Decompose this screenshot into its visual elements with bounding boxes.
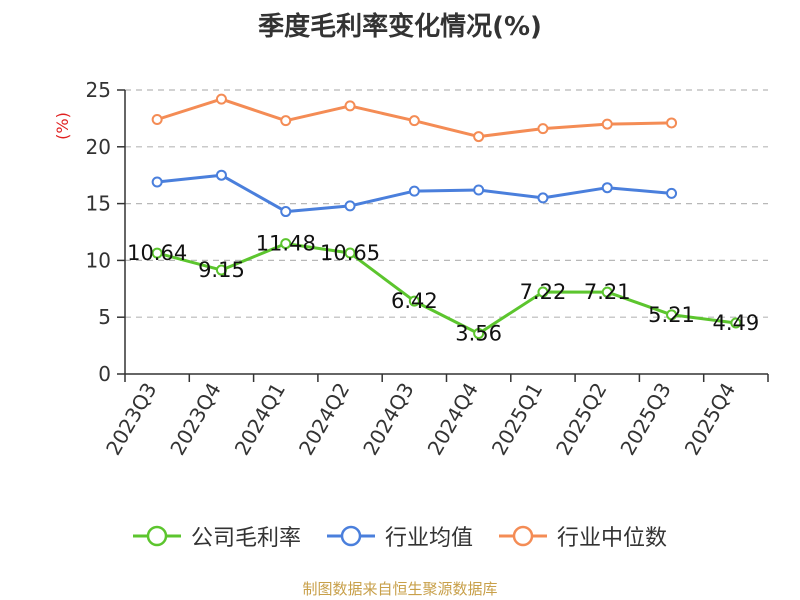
data-point: [151, 176, 163, 188]
data-point: [408, 115, 420, 127]
legend-label: 行业中位数: [557, 526, 668, 551]
legend-item[interactable]: 行业中位数: [499, 520, 667, 552]
data-point: [601, 118, 613, 130]
data-point: [344, 247, 356, 259]
y-tick-label: 5: [98, 305, 111, 329]
data-point: [666, 117, 678, 129]
data-point: [344, 200, 356, 212]
data-point: [344, 100, 356, 112]
data-point: [537, 192, 549, 204]
legend-label: 行业均值: [384, 526, 473, 551]
data-point: [215, 264, 227, 276]
legend: 公司毛利率 行业均值 行业中位数: [0, 520, 800, 552]
data-point: [215, 93, 227, 105]
y-tick-label: 20: [86, 135, 111, 159]
x-tick-label: 2023Q4: [165, 379, 225, 460]
legend-item[interactable]: 公司毛利率: [132, 520, 301, 552]
data-label: 4.49: [712, 311, 759, 335]
x-tick-label: 2025Q3: [615, 379, 675, 460]
data-label: 10.65: [320, 241, 380, 265]
legend-swatch-icon: [132, 525, 181, 547]
data-point: [280, 206, 292, 218]
data-point: [151, 114, 163, 126]
data-point: [537, 123, 549, 135]
data-label: 9.15: [198, 258, 245, 282]
x-tick-label: 2023Q3: [101, 379, 161, 460]
y-tick-label: 0: [98, 362, 111, 386]
data-label: 10.64: [127, 241, 187, 265]
legend-swatch-icon: [326, 525, 375, 547]
data-point: [473, 328, 485, 340]
x-tick-label: 2024Q1: [230, 379, 290, 460]
legend-label: 公司毛利率: [190, 526, 301, 551]
data-point: [473, 184, 485, 196]
series-line: [156, 242, 737, 336]
data-point: [280, 238, 292, 250]
legend-item[interactable]: 行业均值: [326, 520, 473, 552]
x-tick-label: 2025Q2: [551, 379, 611, 460]
data-label: 7.21: [584, 280, 631, 304]
data-label: 3.56: [455, 322, 502, 346]
x-tick-label: 2025Q1: [487, 379, 547, 460]
y-axis-unit-label: (%): [53, 112, 72, 140]
x-tick-label: 2024Q3: [358, 379, 418, 460]
data-point: [730, 317, 742, 329]
data-label: 6.42: [391, 289, 438, 313]
chart-title: 季度毛利率变化情况(%): [258, 12, 542, 42]
data-point: [537, 286, 549, 298]
data-point: [215, 169, 227, 181]
y-tick-label: 15: [86, 192, 111, 216]
data-point: [666, 187, 678, 199]
data-point: [408, 295, 420, 307]
data-source-note: 制图数据来自恒生聚源数据库: [302, 580, 498, 598]
data-point: [601, 182, 613, 194]
data-label: 5.21: [648, 303, 695, 327]
data-point: [408, 185, 420, 197]
data-label: 7.22: [520, 280, 567, 304]
data-point: [601, 286, 613, 298]
data-point: [151, 247, 163, 259]
x-tick-label: 2025Q4: [680, 379, 740, 460]
legend-swatch-icon: [499, 525, 547, 547]
data-point: [280, 115, 292, 127]
y-tick-label: 25: [86, 78, 111, 102]
data-point: [473, 131, 485, 143]
x-tick-label: 2024Q4: [423, 379, 483, 460]
y-tick-label: 10: [86, 248, 111, 272]
data-label: 11.48: [256, 232, 316, 256]
x-tick-label: 2024Q2: [294, 379, 354, 460]
data-point: [666, 309, 678, 321]
